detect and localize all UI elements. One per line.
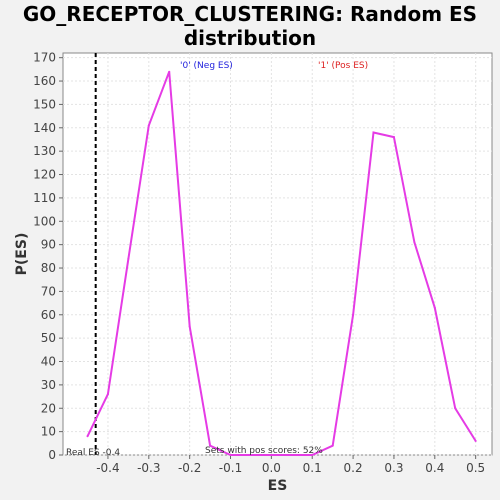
x-tick-label: -0.4 xyxy=(96,461,119,475)
plot-area xyxy=(62,52,493,456)
y-tick-label: 150 xyxy=(33,97,56,111)
data-point xyxy=(454,407,457,410)
data-point xyxy=(229,454,232,456)
x-tick-label: 0.3 xyxy=(384,461,403,475)
y-tick-label: 140 xyxy=(33,121,56,135)
data-point xyxy=(147,124,150,127)
y-tick-label: 20 xyxy=(41,401,56,415)
data-point xyxy=(188,325,191,328)
y-tick-label: 110 xyxy=(33,191,56,205)
y-tick-label: 0 xyxy=(48,448,56,462)
x-axis: -0.4 -0.3 -0.2 -0.1 0.0 0.1 0.2 0.3 0.4 0.5 xyxy=(96,455,485,475)
y-tick-label: 90 xyxy=(41,238,56,252)
y-tick-label: 160 xyxy=(33,74,56,88)
grid-lines xyxy=(63,53,492,456)
x-tick-label: -0.2 xyxy=(178,461,201,475)
y-axis: 0 10 20 30 40 50 60 70 80 90 100 110 120 130 140 150 160… xyxy=(33,51,63,462)
data-point xyxy=(474,439,477,442)
x-tick-label: 0.5 xyxy=(466,461,485,475)
y-tick-label: 60 xyxy=(41,308,56,322)
data-point xyxy=(86,435,89,438)
x-tick-label: 0.2 xyxy=(344,461,363,475)
data-point xyxy=(209,444,212,447)
y-tick-label: 80 xyxy=(41,261,56,275)
legend-pos-es: '1' (Pos ES) xyxy=(318,61,368,71)
data-point xyxy=(392,136,395,139)
chart-title-line-1: GO_RECEPTOR_CLUSTERING: Random ES xyxy=(22,2,478,26)
data-point xyxy=(106,393,109,396)
y-tick-label: 130 xyxy=(33,144,56,158)
y-tick-label: 30 xyxy=(41,378,56,392)
y-tick-label: 170 xyxy=(33,51,56,65)
real-es-label: Real ES -0.4 xyxy=(66,448,120,458)
data-point xyxy=(372,131,375,134)
chart-title-line-2: distribution xyxy=(183,26,317,50)
y-tick-label: 120 xyxy=(33,168,56,182)
y-tick-label: 100 xyxy=(33,214,56,228)
x-tick-label: 0.4 xyxy=(425,461,444,475)
data-point xyxy=(352,313,355,316)
x-tick-label: -0.3 xyxy=(137,461,160,475)
y-tick-label: 50 xyxy=(41,331,56,345)
data-point xyxy=(270,454,273,456)
data-point xyxy=(290,454,293,456)
y-tick-label: 40 xyxy=(41,355,56,369)
pos-scores-annotation: Sets with pos scores: 52% xyxy=(205,446,323,456)
y-tick-label: 70 xyxy=(41,284,56,298)
data-points xyxy=(86,70,477,456)
data-point xyxy=(127,257,130,260)
y-axis-title: P(ES) xyxy=(14,233,30,276)
legend-neg-es: '0' (Neg ES) xyxy=(180,61,233,71)
series-line xyxy=(86,71,477,456)
data-point xyxy=(331,444,334,447)
chart-title: GO_RECEPTOR_CLUSTERING: Random ES distri… xyxy=(0,2,500,50)
data-point xyxy=(433,306,436,309)
data-point xyxy=(413,241,416,244)
x-tick-label: -0.1 xyxy=(219,461,242,475)
data-point xyxy=(249,454,252,456)
x-tick-label: 0.1 xyxy=(303,461,322,475)
x-axis-title: ES xyxy=(268,478,288,494)
data-point xyxy=(311,454,314,456)
x-tick-label: 0.0 xyxy=(262,461,281,475)
y-tick-label: 10 xyxy=(41,425,56,439)
data-point xyxy=(168,70,171,73)
